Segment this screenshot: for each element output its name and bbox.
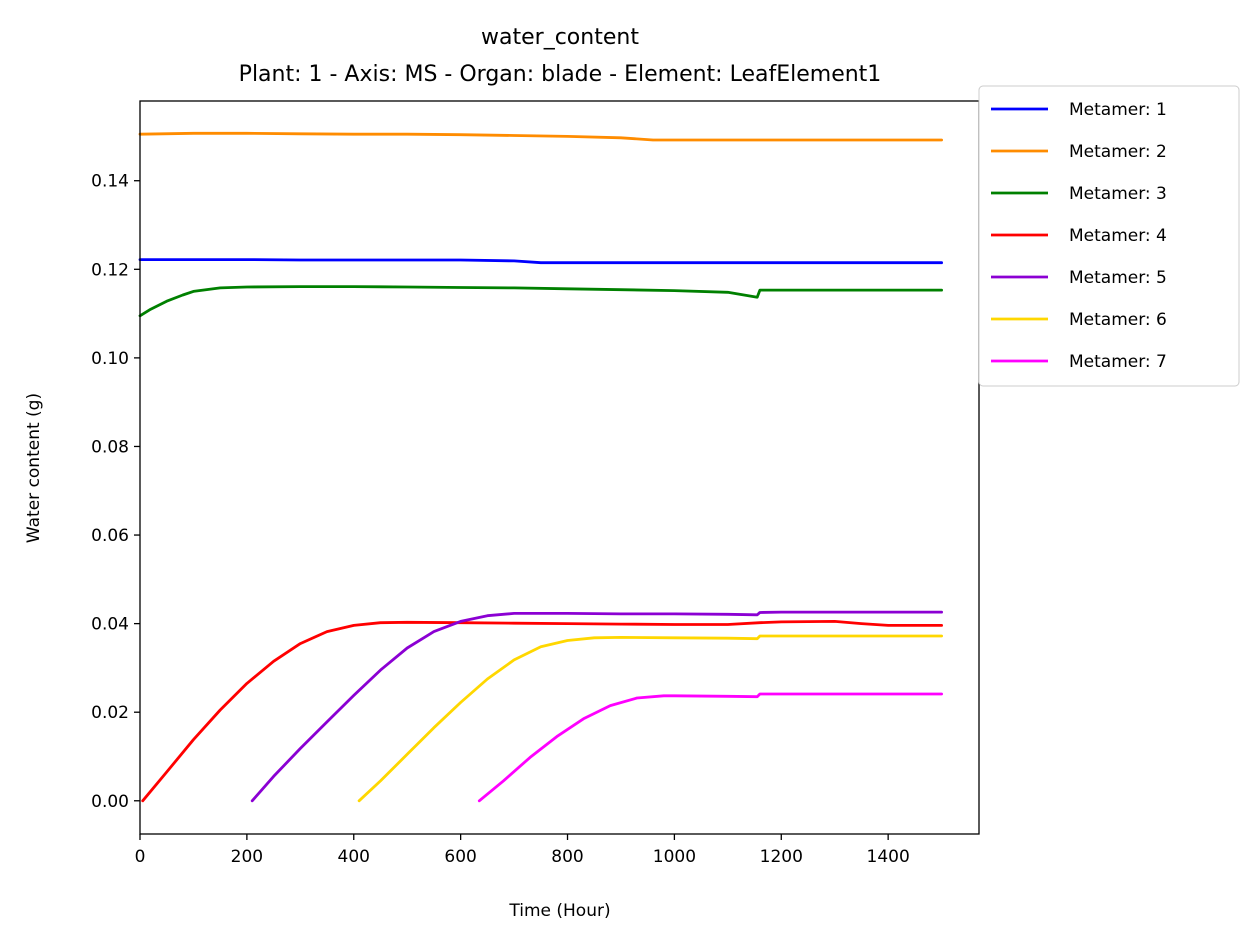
legend-label-5: Metamer: 5 bbox=[1069, 268, 1167, 288]
y-tick-label: 0.04 bbox=[91, 615, 129, 635]
series-line-3 bbox=[138, 285, 943, 318]
legend-label-2: Metamer: 2 bbox=[1069, 142, 1167, 162]
legend-label-1: Metamer: 1 bbox=[1069, 100, 1167, 120]
y-tick-label: 0.00 bbox=[91, 792, 129, 812]
y-axis: 0.00 0.02 0.04 0.06 0.08 0.10 0.12 0.14 bbox=[91, 172, 140, 812]
chart-subtitle: Plant: 1 - Axis: MS - Organ: blade - Ele… bbox=[239, 62, 882, 87]
x-tick-label: 200 bbox=[231, 847, 263, 867]
series-line-4 bbox=[141, 620, 943, 803]
legend-label-4: Metamer: 4 bbox=[1069, 226, 1167, 246]
y-axis-label: Water content (g) bbox=[24, 393, 44, 543]
y-tick-label: 0.14 bbox=[91, 172, 129, 192]
x-tick-label: 0 bbox=[135, 847, 146, 867]
x-tick-label: 1400 bbox=[867, 847, 910, 867]
y-tick-label: 0.08 bbox=[91, 437, 129, 457]
x-tick-label: 800 bbox=[551, 847, 583, 867]
plot-frame bbox=[139, 100, 980, 835]
plot-area bbox=[138, 131, 943, 803]
x-tick-label: 600 bbox=[444, 847, 476, 867]
x-axis: 0 200 400 600 800 1000 1200 1400 bbox=[135, 834, 910, 867]
y-tick-label: 0.12 bbox=[91, 260, 129, 280]
legend: Metamer: 1 Metamer: 2 Metamer: 3 Metamer: 4… bbox=[978, 85, 1240, 387]
legend-label-3: Metamer: 3 bbox=[1069, 184, 1167, 204]
x-tick-label: 1000 bbox=[653, 847, 696, 867]
legend-label-6: Metamer: 6 bbox=[1069, 310, 1167, 330]
legend-frame bbox=[978, 85, 1240, 387]
series-line-1 bbox=[138, 258, 943, 265]
x-tick-label: 400 bbox=[338, 847, 370, 867]
x-axis-label: Time (Hour) bbox=[508, 901, 610, 921]
legend-label-7: Metamer: 7 bbox=[1069, 352, 1167, 372]
series-line-5 bbox=[250, 610, 943, 803]
y-tick-label: 0.10 bbox=[91, 349, 129, 369]
x-tick-label: 1200 bbox=[760, 847, 803, 867]
y-tick-label: 0.06 bbox=[91, 526, 129, 546]
series-line-7 bbox=[477, 692, 943, 803]
series-line-6 bbox=[357, 634, 943, 803]
chart-title: water_content bbox=[481, 25, 639, 50]
series-line-2 bbox=[138, 131, 943, 142]
y-tick-label: 0.02 bbox=[91, 703, 129, 723]
